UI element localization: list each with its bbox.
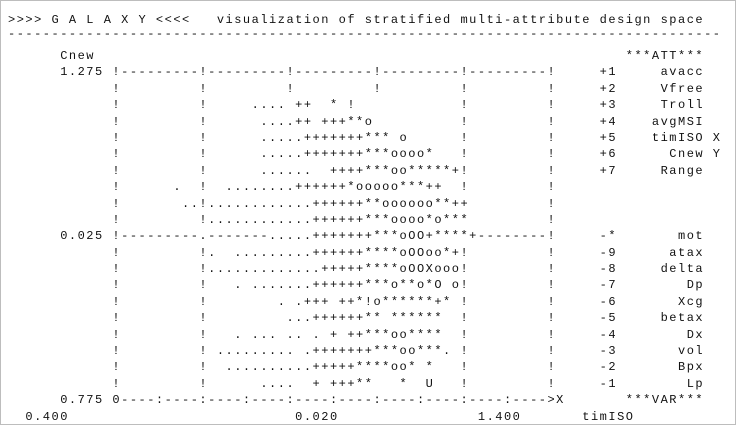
output-line: ! ! . .+++ ++*!o******+* ! ! -6 Xcg — [8, 294, 705, 309]
output-line: 0.025 !---------.-------.....+++++++***o… — [8, 229, 705, 244]
output-line: ! ..!............++++++**oooooo**++ ! — [8, 196, 557, 211]
output-line: 0.775 0----:----:----:----:----:----:---… — [8, 393, 705, 408]
output-line: 1.275 !---------!---------!---------!---… — [8, 65, 705, 80]
output-line: Cnew ***ATT*** — [8, 49, 705, 63]
output-line: ! !.............+++++****oOOXooo! ! -8 d… — [8, 262, 705, 277]
output-line: ! ! ..........+++++****oo* * ! ! -2 Bpx — [8, 360, 705, 375]
output-line: ! ! .....+++++++*** o ! ! +5 timISO X — [8, 130, 722, 145]
output-line: ! ! ....++ +++**o ! ! +4 avgMSI — [8, 114, 705, 129]
output-line: ! ! .....+++++++***oooo* ! ! +6 Cnew Y — [8, 147, 722, 162]
terminal-output: >>>> G A L A X Y <<<< visualization of s… — [8, 13, 722, 424]
output-line: ! ! ...... ++++***oo*****+! ! +7 Range — [8, 163, 705, 178]
output-line: ! !............++++++***oooo*o*** ! — [8, 212, 557, 227]
output-line: ! ! . ... .. . + ++***oo**** ! ! -4 Dx — [8, 327, 705, 342]
output-line: ! !. .........++++++****oOOoo*+! ! -9 at… — [8, 245, 705, 260]
output-line: 0.400 0.020 1.400 timISO — [8, 409, 635, 424]
output-line: ! ! ......... .+++++++***oo***. ! ! -3 v… — [8, 344, 705, 359]
output-line: ! ! ! ! ! ! +2 Vfree — [8, 81, 705, 96]
output-line: ! ! . .......++++++***o**o*O o! ! -7 Dp — [8, 278, 705, 293]
rule-line: ----------------------------------------… — [8, 27, 722, 41]
output-line: ! . ! ........++++++*ooooo***++ ! ! — [8, 180, 557, 195]
output-line: ! ! .... ++ * ! ! ! +3 Troll — [8, 98, 705, 113]
title-line: >>>> G A L A X Y <<<< visualization of s… — [8, 13, 705, 27]
output-line: ! ! ...++++++** ****** ! ! -5 betax — [8, 311, 705, 326]
output-line: ! ! .... + +++** * U ! ! -1 Lp — [8, 376, 705, 391]
